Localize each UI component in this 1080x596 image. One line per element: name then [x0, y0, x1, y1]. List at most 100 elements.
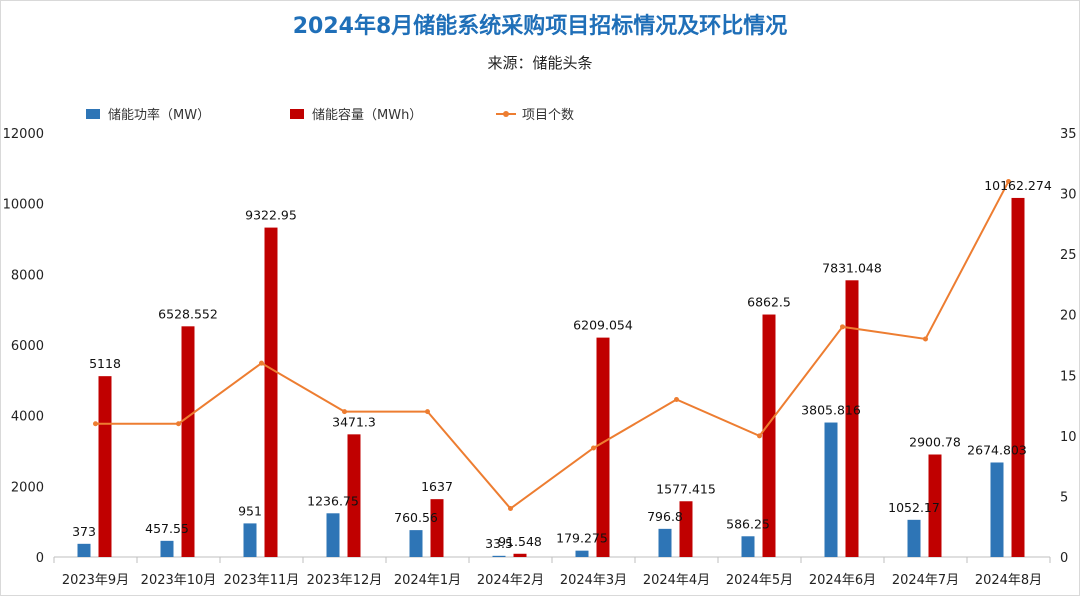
x-tick-label: 2024年1月: [394, 573, 461, 588]
point-projects: [674, 397, 679, 403]
point-projects: [259, 360, 264, 366]
data-label-power: 796.8: [647, 509, 683, 524]
legend-swatch-capacity: [290, 108, 304, 119]
y-left-tick-label: 2000: [11, 480, 44, 495]
legend-label-capacity: 储能容量（MWh）: [312, 108, 423, 123]
bar-capacity: [679, 501, 693, 557]
bar-power: [990, 462, 1004, 557]
data-label-capacity: 1637: [421, 479, 453, 494]
legend-label-power: 储能功率（MW）: [108, 108, 211, 123]
bar-power: [492, 555, 506, 557]
data-label-capacity: 1577.415: [656, 481, 716, 496]
legend-item-capacity: 储能容量（MWh）: [290, 104, 422, 123]
data-label-power: 3805.816: [801, 403, 861, 418]
bar-power: [907, 519, 921, 557]
x-tick-label: 2024年4月: [643, 573, 710, 588]
bar-power: [77, 543, 91, 557]
y-left-tick-label: 0: [36, 551, 44, 566]
legend-item-projects: 项目个数: [496, 104, 574, 123]
bar-power: [409, 530, 423, 557]
bar-capacity: [845, 280, 859, 557]
bar-power: [575, 550, 589, 557]
data-label-power: 179.275: [556, 531, 608, 546]
x-tick-label: 2023年9月: [62, 573, 129, 588]
bar-capacity: [98, 376, 112, 557]
bar-capacity: [513, 553, 527, 557]
bar-capacity: [430, 499, 444, 557]
x-tick-label: 2024年6月: [809, 573, 876, 588]
point-projects: [342, 409, 347, 415]
data-label-capacity: 6862.5: [747, 295, 791, 310]
chart-subtitle: 来源：储能头条: [487, 54, 593, 72]
bar-power: [658, 528, 672, 557]
x-tick-label: 2023年12月: [307, 573, 383, 588]
data-label-capacity: 91.548: [498, 534, 542, 549]
y-left-tick-label: 10000: [3, 198, 44, 213]
point-projects: [176, 421, 181, 427]
data-label-power: 373: [72, 524, 96, 539]
legend-label-projects: 项目个数: [522, 108, 575, 123]
y-right-tick-label: 5: [1060, 490, 1068, 505]
y-left-tick-label: 12000: [3, 127, 44, 142]
bar-capacity: [181, 326, 195, 557]
bar-capacity: [347, 434, 361, 557]
bar-power: [160, 540, 174, 557]
x-tick-label: 2024年3月: [560, 573, 627, 588]
bar-power: [243, 523, 257, 557]
y-right-tick-label: 30: [1060, 188, 1077, 203]
bar-power: [326, 513, 340, 557]
data-label-capacity: 10162.274: [984, 178, 1052, 193]
point-projects: [840, 324, 845, 330]
legend-swatch-projects: [496, 110, 516, 117]
y-right-tick-label: 35: [1060, 127, 1077, 142]
point-projects: [591, 445, 596, 451]
point-projects: [923, 336, 928, 342]
data-label-power: 457.55: [145, 521, 189, 536]
data-label-power: 33.5: [485, 536, 513, 551]
chart-title: 2024年8月储能系统采购项目招标情况及环比情况: [292, 14, 788, 39]
data-label-capacity: 9322.95: [245, 208, 297, 223]
bar-power: [824, 422, 838, 557]
x-tick-label: 2024年5月: [726, 573, 793, 588]
point-projects: [93, 421, 98, 427]
bar-capacity: [1011, 197, 1025, 557]
x-tick-label: 2023年11月: [224, 573, 300, 588]
data-label-capacity: 3471.3: [332, 414, 376, 429]
bar-capacity: [762, 314, 776, 557]
data-label-power: 760.56: [394, 510, 438, 525]
line-projects: [95, 180, 1010, 510]
data-label-power: 586.25: [726, 516, 770, 531]
x-tick-label: 2024年2月: [477, 573, 544, 588]
y-left-tick-label: 6000: [11, 339, 44, 354]
x-tick-label: 2024年7月: [892, 573, 959, 588]
y-left-tick-label: 8000: [11, 268, 44, 283]
legend-item-power: 储能功率（MW）: [86, 104, 210, 123]
legend-swatch-power: [86, 108, 100, 119]
y-right-tick-label: 25: [1060, 248, 1077, 263]
data-label-capacity: 6209.054: [573, 318, 633, 333]
data-label-capacity: 7831.048: [822, 260, 882, 275]
x-tick-label: 2024年8月: [975, 573, 1042, 588]
point-projects: [508, 506, 513, 512]
data-label-power: 2674.803: [967, 442, 1027, 457]
data-label-power: 1236.75: [307, 493, 359, 508]
x-tick-label: 2023年10月: [141, 573, 217, 588]
y-right-tick-label: 0: [1060, 551, 1068, 566]
point-projects: [425, 409, 430, 415]
y-right-tick-label: 10: [1060, 430, 1077, 445]
data-label-power: 951: [238, 503, 262, 518]
bar-power: [741, 536, 755, 557]
bar-capacity: [596, 337, 610, 557]
data-label-power: 1052.17: [888, 500, 940, 515]
data-label-capacity: 6528.552: [158, 306, 218, 321]
point-projects: [1006, 178, 1011, 184]
bar-capacity: [264, 227, 278, 557]
data-label-capacity: 2900.78: [909, 435, 961, 450]
y-right-tick-label: 20: [1060, 309, 1077, 324]
y-left-tick-label: 4000: [11, 410, 44, 425]
point-projects: [757, 433, 762, 439]
y-right-tick-label: 15: [1060, 369, 1077, 384]
data-label-capacity: 5118: [89, 356, 121, 371]
bar-capacity: [928, 454, 942, 557]
